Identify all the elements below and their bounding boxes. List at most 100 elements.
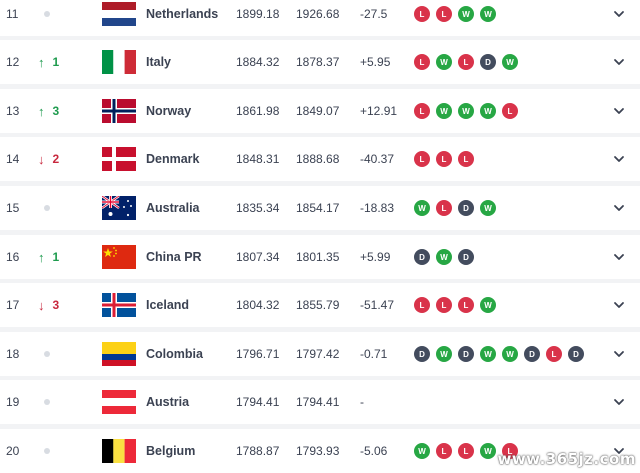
- points-change: -5.06: [360, 444, 388, 458]
- team-name[interactable]: Colombia: [146, 347, 203, 361]
- rank-change-value: 1: [52, 250, 60, 264]
- chevron-down-icon[interactable]: [612, 152, 626, 166]
- rank-change: [38, 0, 78, 36]
- rank-change-value: 2: [52, 152, 60, 166]
- table-row[interactable]: 12 ↑ 1 Italy 1884.32 1878.37 +5.95 L W L D W: [0, 40, 640, 84]
- team-name[interactable]: Norway: [146, 104, 192, 118]
- team-name[interactable]: Belgium: [146, 444, 196, 458]
- rank-number: 11: [6, 7, 19, 21]
- previous-points: 1797.42: [296, 347, 340, 361]
- no-change-dot-icon: [44, 11, 50, 17]
- rank-number: 18: [6, 347, 20, 361]
- no-change-dot-icon: [44, 205, 50, 211]
- form-badge: W: [436, 54, 452, 70]
- team-name[interactable]: Netherlands: [146, 7, 219, 21]
- team-name[interactable]: Denmark: [146, 152, 200, 166]
- china-flag-icon: [102, 245, 136, 269]
- table-row[interactable]: 13 ↑ 3 Norway 1861.98 1849.07 +12.91 L W W W L: [0, 89, 640, 133]
- points-change: +12.91: [360, 104, 398, 118]
- table-row[interactable]: 17 ↓ 3 Iceland 1804.32 1855.79 -51.47 L L L W: [0, 283, 640, 327]
- table-row[interactable]: 18 Colombia 1796.71 1797.42 -0.71 D W D W W D L D: [0, 332, 640, 376]
- form-badge: L: [458, 297, 474, 313]
- form-badge: W: [458, 6, 474, 22]
- form-badge: L: [414, 6, 430, 22]
- previous-points: 1854.17: [296, 201, 340, 215]
- points-change: +5.95: [360, 55, 391, 69]
- previous-points: 1926.68: [296, 7, 340, 21]
- rank-number: 19: [6, 395, 20, 409]
- table-row[interactable]: 11 Netherlands 1899.18 1926.68 -27.5 L L W W: [0, 0, 640, 36]
- form-badge: L: [414, 54, 430, 70]
- form-badge: L: [546, 346, 562, 362]
- form-badge: D: [524, 346, 540, 362]
- form-badge: D: [414, 249, 430, 265]
- form-badge: L: [458, 151, 474, 167]
- rank-number: 20: [6, 444, 20, 458]
- watermark: www.365jz.com: [497, 450, 636, 468]
- form-badge: L: [458, 54, 474, 70]
- rank-change-value: 3: [52, 298, 60, 312]
- form-badge: W: [480, 443, 496, 459]
- total-points: 1899.18: [236, 7, 280, 21]
- norway-flag-icon: [102, 99, 136, 123]
- previous-points: 1801.35: [296, 250, 340, 264]
- chevron-down-icon[interactable]: [612, 298, 626, 312]
- chevron-down-icon[interactable]: [612, 250, 626, 264]
- chevron-down-icon[interactable]: [612, 104, 626, 118]
- form-badge: W: [502, 54, 518, 70]
- chevron-down-icon[interactable]: [612, 7, 626, 21]
- total-points: 1807.34: [236, 250, 280, 264]
- points-change: -18.83: [360, 201, 395, 215]
- previous-points: 1793.93: [296, 444, 340, 458]
- form-badge: D: [568, 346, 584, 362]
- team-name[interactable]: China PR: [146, 250, 202, 264]
- points-change: -51.47: [360, 298, 395, 312]
- iceland-flag-icon: [102, 293, 136, 317]
- form-badge: L: [502, 103, 518, 119]
- previous-points: 1855.79: [296, 298, 340, 312]
- points-change: -27.5: [360, 7, 388, 21]
- rank-number: 12: [6, 55, 20, 69]
- chevron-down-icon[interactable]: [612, 395, 626, 409]
- australia-flag-icon: [102, 196, 136, 220]
- team-name[interactable]: Australia: [146, 201, 200, 215]
- table-row[interactable]: 20 Belgium 1788.87 1793.93 -5.06 W L L W L: [0, 429, 640, 473]
- team-name[interactable]: Italy: [146, 55, 172, 69]
- chevron-down-icon[interactable]: [612, 55, 626, 69]
- chevron-down-icon[interactable]: [612, 444, 626, 458]
- chevron-down-icon[interactable]: [612, 201, 626, 215]
- team-name[interactable]: Austria: [146, 395, 190, 409]
- total-points: 1848.31: [236, 152, 280, 166]
- form-badge: L: [414, 151, 430, 167]
- total-points: 1884.32: [236, 55, 280, 69]
- previous-points: 1888.68: [296, 152, 340, 166]
- team-name[interactable]: Iceland: [146, 298, 190, 312]
- form-badge: W: [414, 200, 430, 216]
- table-row[interactable]: 19 Austria 1794.41 1794.41 -: [0, 380, 640, 424]
- rank-change: ↑ 1: [38, 40, 78, 84]
- form-badge: L: [458, 443, 474, 459]
- form-badge: L: [414, 103, 430, 119]
- total-points: 1796.71: [236, 347, 280, 361]
- table-row[interactable]: 16 ↑ 1 China PR 1807.34 1801.35 +5.99 D W D: [0, 235, 640, 279]
- previous-points: 1878.37: [296, 55, 340, 69]
- form-badge: W: [480, 103, 496, 119]
- form-badge: L: [436, 6, 452, 22]
- arrow-down-icon: ↓: [38, 297, 45, 313]
- rank-change: [38, 332, 78, 376]
- table-row[interactable]: 14 ↓ 2 Denmark 1848.31 1888.68 -40.37 L L L: [0, 137, 640, 181]
- form-badge: D: [458, 249, 474, 265]
- chevron-down-icon[interactable]: [612, 347, 626, 361]
- belgium-flag-icon: [102, 439, 136, 463]
- rank-change: ↑ 1: [38, 235, 78, 279]
- arrow-up-icon: ↑: [38, 103, 45, 119]
- table-row[interactable]: 15 Australia 1835.34 1854.17 -18.83 W L D W: [0, 186, 640, 230]
- rank-change: ↓ 3: [38, 283, 78, 327]
- colombia-flag-icon: [102, 342, 136, 366]
- total-points: 1804.32: [236, 298, 280, 312]
